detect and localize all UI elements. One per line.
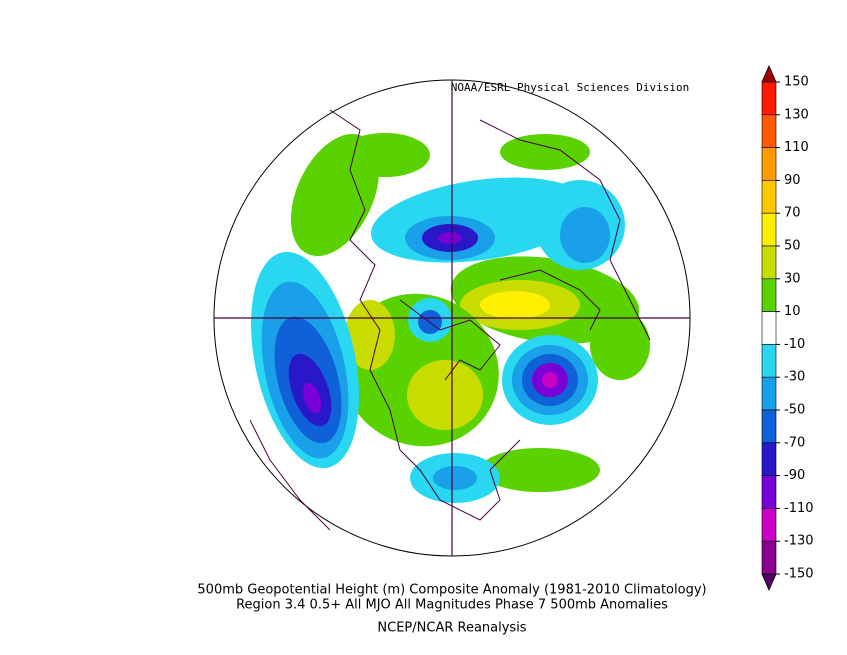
colorbar-label: 150 [784,75,809,90]
colorbar-bin [761,311,777,345]
colorbar-label: -30 [784,370,805,385]
colorbar-label: 110 [784,140,809,155]
colorbar-label: 30 [784,271,801,286]
colorbar-bin [761,147,777,181]
caption: NCEP/NCAR Reanalysis [377,621,526,636]
colorbar-label: 50 [784,239,801,254]
colorbar-label: 130 [784,107,809,122]
colorbar-bin [761,245,777,280]
colorbar-arrow [761,65,777,83]
colorbar-bin [761,212,777,247]
colorbar-label: -150 [784,567,814,582]
colorbar-bin [761,540,777,575]
colorbar-bin [761,409,777,444]
colorbar-bin [761,442,777,476]
colorbar-label: -130 [784,534,814,549]
credit: NOAA/ESRL Physical Sciences Division [451,81,689,94]
colorbar-bin [761,376,777,411]
colorbar-label: 10 [784,304,801,319]
colorbar-arrow [761,573,777,591]
colorbar-label: -70 [784,435,805,450]
colorbar-label: 70 [784,206,801,221]
colorbar-label: 90 [784,173,801,188]
anomaly-field [251,133,650,503]
caption: 500mb Geopotential Height (m) Composite … [197,583,706,598]
colorbar: 150 130 110 90 70 50 30 10 -10 -30 -50 -70 -90 -110 -1… [761,65,814,591]
colorbar-bin [761,114,777,148]
colorbar-bin [761,180,777,214]
colorbar-label: -10 [784,337,805,352]
colorbar-bin [761,508,777,542]
colorbar-bin [761,278,777,312]
colorbar-label: -90 [784,468,805,483]
colorbar-bin [761,475,777,509]
caption: Region 3.4 0.5+ All MJO All Magnitudes P… [236,598,668,613]
colorbar-bin [761,344,777,378]
coastlines [249,109,651,531]
colorbar-label: -50 [784,403,805,418]
colorbar-label: -110 [784,501,814,516]
colorbar-bin [761,81,777,116]
